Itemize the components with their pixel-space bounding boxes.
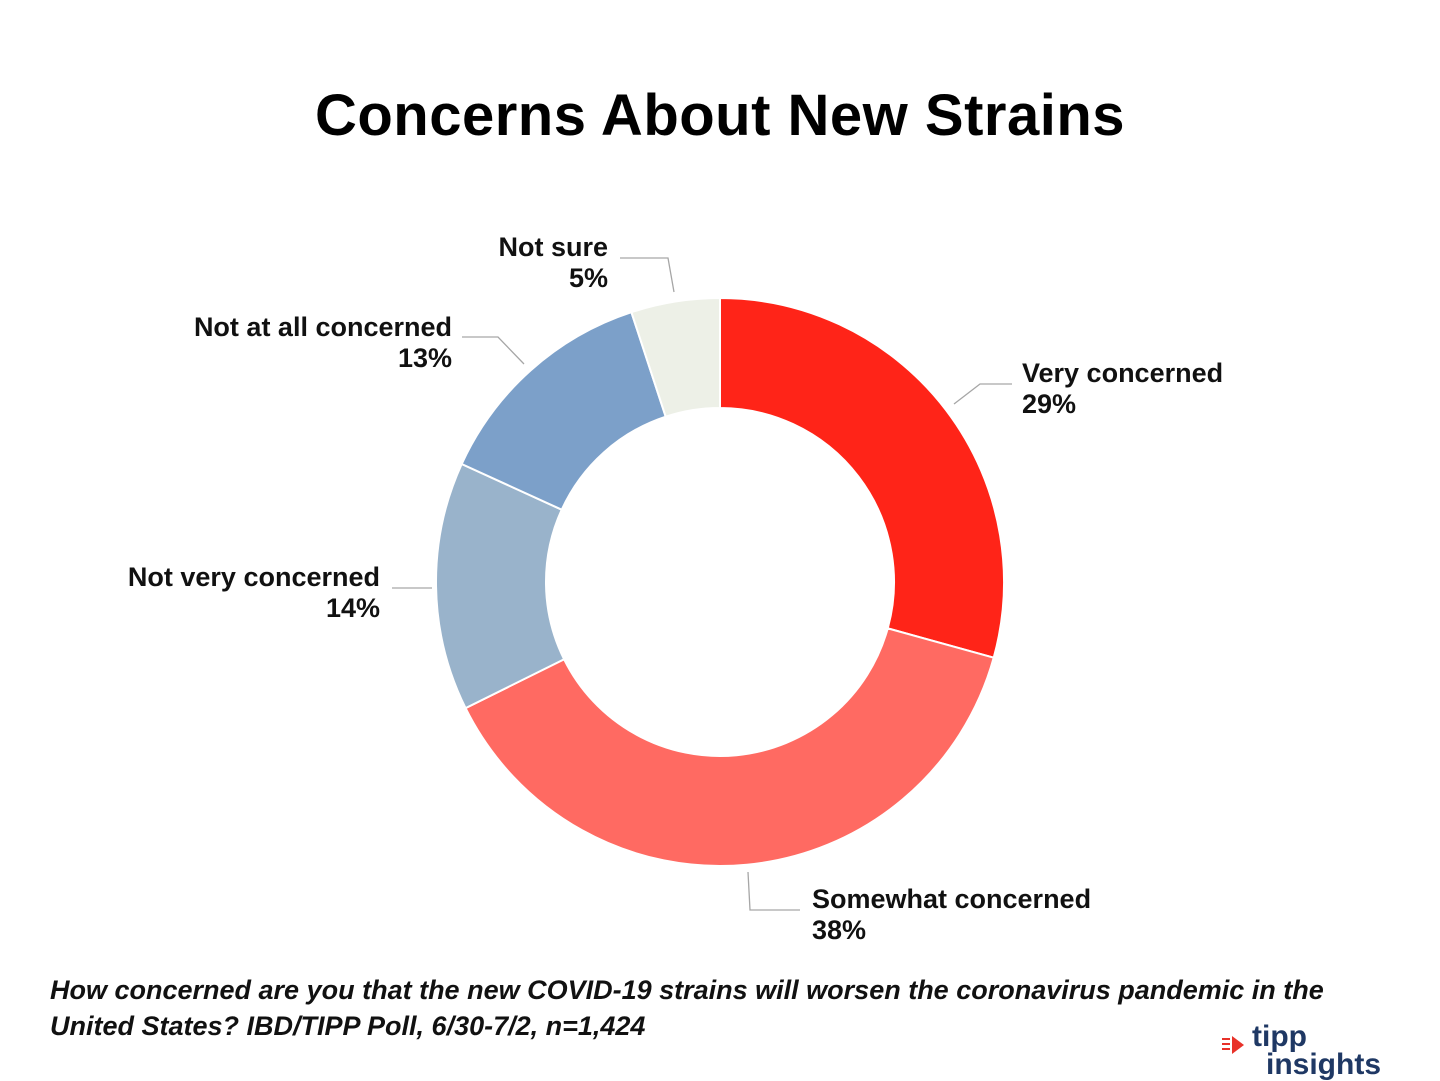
slice-category-label: Very concerned bbox=[1022, 358, 1223, 388]
slice-category-label: Not at all concerned bbox=[194, 312, 452, 342]
survey-question: How concerned are you that the new COVID… bbox=[50, 975, 1324, 1041]
chart-title: Concerns About New Strains bbox=[314, 83, 1126, 148]
logo-arrow-icon bbox=[1232, 1036, 1244, 1054]
donut-slice-not-sure bbox=[630, 296, 721, 418]
slice-category-label: Not sure bbox=[498, 232, 608, 262]
label-leader-lines bbox=[392, 257, 1012, 911]
tipp-insights-logo: tipp insights bbox=[1222, 1022, 1382, 1081]
logo-speed-lines-icon bbox=[1222, 1038, 1230, 1053]
slice-value-label: 38% bbox=[812, 915, 866, 945]
logo-word-tipp: tipp bbox=[1252, 1020, 1307, 1053]
leader-line bbox=[953, 383, 1012, 405]
slice-value-label: 14% bbox=[326, 593, 380, 623]
slice-value-label: 5% bbox=[569, 263, 608, 293]
leader-line bbox=[747, 871, 800, 911]
logo-word-insights: insights bbox=[1266, 1048, 1382, 1081]
donut-slice-very-concerned bbox=[719, 296, 1005, 659]
slice-category-label: Not very concerned bbox=[128, 562, 380, 592]
slice-category-label: Somewhat concerned bbox=[812, 884, 1091, 914]
donut-slice-somewhat-concerned bbox=[464, 627, 995, 867]
slice-value-label: 13% bbox=[398, 343, 452, 373]
donut-slices bbox=[435, 296, 1005, 867]
leader-line bbox=[462, 336, 525, 365]
leader-line bbox=[620, 257, 675, 293]
slice-value-label: 29% bbox=[1022, 389, 1076, 419]
